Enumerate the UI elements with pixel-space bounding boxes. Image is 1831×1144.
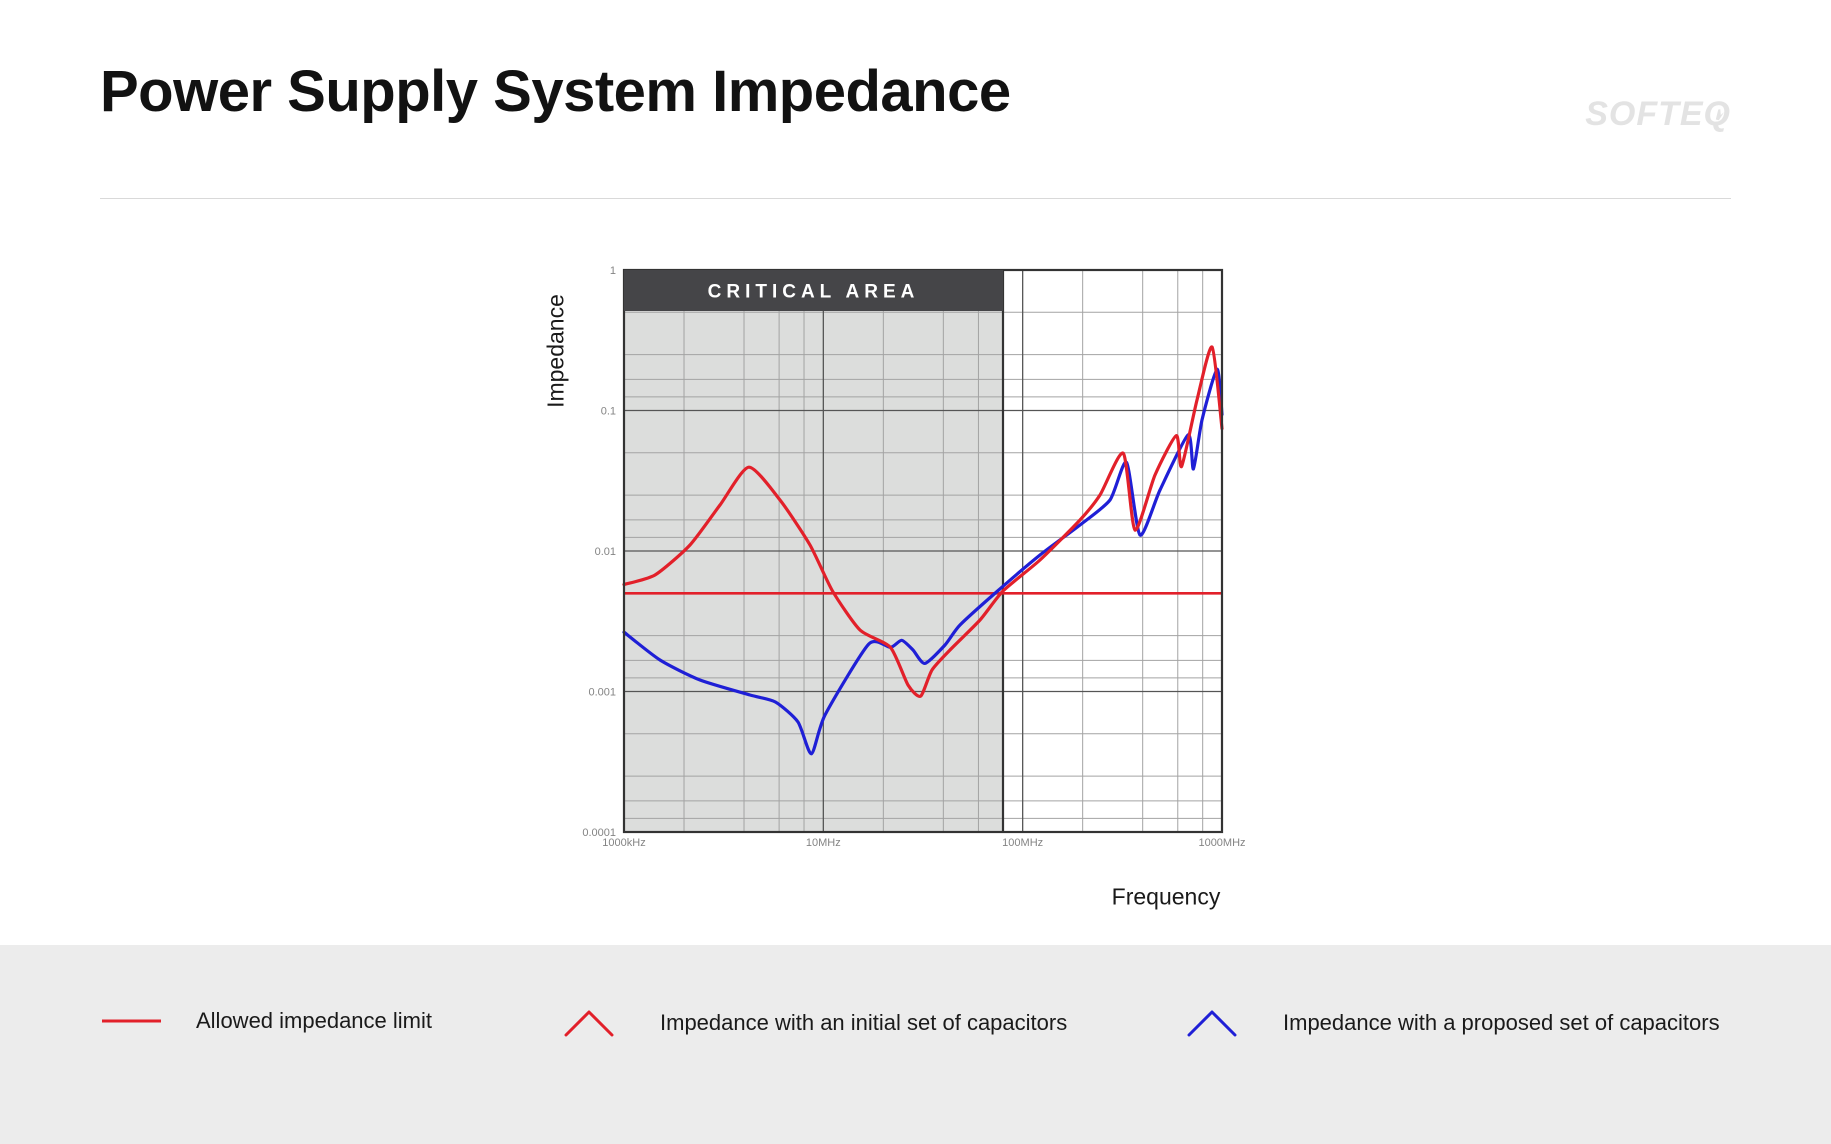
svg-text:10MHz: 10MHz	[806, 837, 841, 849]
svg-text:1000MHz: 1000MHz	[1198, 837, 1245, 849]
svg-text:CRITICAL AREA: CRITICAL AREA	[708, 282, 920, 303]
svg-text:0.001: 0.001	[588, 687, 616, 699]
svg-text:100MHz: 100MHz	[1002, 837, 1043, 849]
svg-text:0.1: 0.1	[601, 406, 616, 418]
svg-text:1: 1	[610, 265, 616, 277]
svg-text:0.01: 0.01	[595, 546, 616, 558]
svg-text:1000kHz: 1000kHz	[602, 837, 645, 849]
